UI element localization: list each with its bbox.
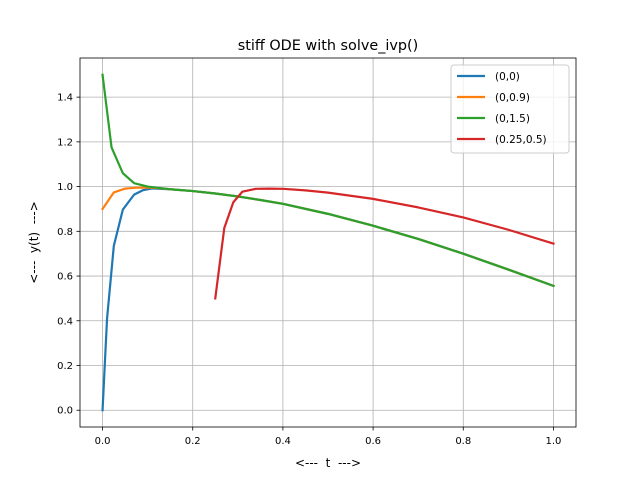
x-tick-label: 0.4 xyxy=(275,436,291,447)
y-tick-label: 0.4 xyxy=(57,316,73,327)
y-tick-label: 1.2 xyxy=(57,137,73,148)
y-axis: 0.0 0.2 0.4 0.6 0.8 1.0 1.2 1.4 xyxy=(57,93,80,417)
y-axis-label: <--- y(t) ---> xyxy=(27,201,41,284)
chart-title: stiff ODE with solve_ivp() xyxy=(238,38,419,54)
legend-label: (0,0.9) xyxy=(495,92,530,104)
series-lines xyxy=(101,73,555,412)
x-tick-label: 0.8 xyxy=(455,436,471,447)
y-tick-label: 0.2 xyxy=(57,361,73,372)
y-tick-label: 0.8 xyxy=(57,227,73,238)
axes-frame xyxy=(79,57,577,428)
legend: (0,0) (0,0.9) (0,1.5) (0.25,0.5) xyxy=(450,64,570,154)
legend-entries: (0,0) (0,0.9) (0,1.5) (0.25,0.5) xyxy=(457,71,547,146)
series-line xyxy=(214,187,555,300)
y-tick-label: 1.4 xyxy=(57,93,73,104)
x-tick-label: 0.6 xyxy=(365,436,381,447)
legend-label: (0,1.5) xyxy=(495,113,530,125)
y-tick-label: 1.0 xyxy=(57,182,73,193)
legend-label: (0.25,0.5) xyxy=(495,134,547,146)
series-line xyxy=(101,73,555,288)
x-tick-label: 0.2 xyxy=(185,436,201,447)
x-tick-label: 1.0 xyxy=(546,436,562,447)
x-axis: 0.0 0.2 0.4 0.6 0.8 1.0 xyxy=(95,427,562,447)
legend-box xyxy=(450,64,570,154)
x-tick-label: 0.0 xyxy=(95,436,111,447)
y-tick-label: 0.6 xyxy=(57,272,73,283)
y-tick-label: 0.0 xyxy=(57,406,73,417)
legend-label: (0,0) xyxy=(495,71,520,83)
x-axis-label: <--- t ---> xyxy=(295,456,361,470)
